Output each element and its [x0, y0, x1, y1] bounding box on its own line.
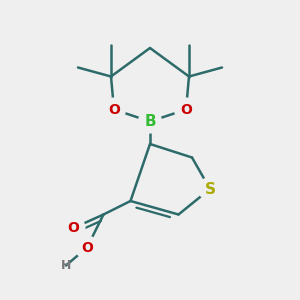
Text: B: B — [144, 114, 156, 129]
Text: O: O — [81, 241, 93, 254]
Text: H: H — [61, 259, 71, 272]
Circle shape — [103, 98, 125, 121]
Circle shape — [139, 110, 161, 133]
Circle shape — [175, 98, 197, 121]
Text: O: O — [108, 103, 120, 116]
Text: O: O — [180, 103, 192, 116]
Text: S: S — [205, 182, 215, 196]
Text: O: O — [68, 221, 80, 235]
Circle shape — [62, 217, 85, 239]
Circle shape — [76, 236, 98, 259]
Circle shape — [199, 178, 221, 200]
